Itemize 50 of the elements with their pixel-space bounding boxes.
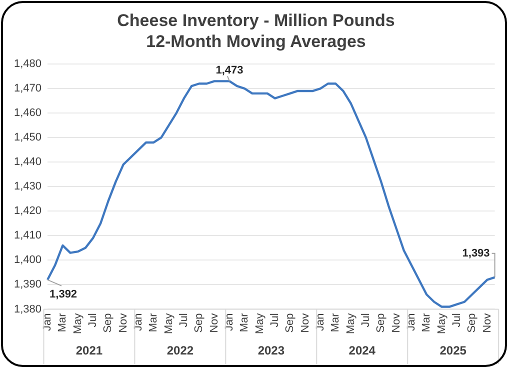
- data-label: 1,393: [462, 247, 490, 260]
- x-tick-label: Sep: [466, 313, 478, 333]
- text: 2024: [348, 343, 376, 358]
- y-tick-label: 1,400: [14, 254, 42, 266]
- x-tick-label: Jan: [132, 313, 145, 331]
- x-tick-label: Sep: [193, 313, 206, 333]
- x-tick-label: Sep: [375, 313, 388, 333]
- x-tick-label: May: [162, 312, 175, 334]
- y-tick-label: 1,430: [14, 180, 42, 193]
- x-tick-label: Jul: [268, 313, 281, 328]
- y-tick-label: 1,440: [14, 156, 42, 168]
- x-tick-label: Sep: [102, 313, 114, 333]
- y-tick-label: 1,450: [14, 132, 42, 144]
- chart-title: Cheese Inventory - Million Pounds 12-Month Moving Averages: [116, 10, 396, 52]
- x-tick-label: May: [254, 312, 266, 334]
- x-tick-label: Mar: [330, 312, 342, 332]
- y-tick-label: 1,460: [14, 107, 42, 120]
- x-tick-label: Mar: [56, 312, 69, 332]
- y-tick-label: 1,410: [14, 230, 42, 242]
- x-tick-label: Nov: [208, 312, 220, 333]
- y-tick-label: 1,470: [14, 82, 42, 95]
- text: 2025: [440, 343, 467, 358]
- x-tick-label: Sep: [284, 313, 296, 333]
- y-tick-label: 1,390: [14, 278, 42, 291]
- data-label: 1,392: [50, 288, 78, 300]
- x-tick-label: Nov: [299, 312, 312, 333]
- x-tick-label: Jul: [178, 313, 190, 328]
- x-tick-label: Mar: [238, 312, 251, 332]
- text: 2023: [258, 343, 285, 358]
- x-tick-label: Nov: [481, 312, 494, 333]
- x-tick-label: May: [72, 312, 84, 334]
- x-tick-label: Nov: [117, 312, 130, 333]
- x-tick-label: Jan: [224, 313, 236, 331]
- x-tick-label: Jan: [314, 313, 326, 331]
- x-tick-label: Jan: [42, 313, 54, 331]
- y-tick-label: 1,380: [14, 303, 42, 316]
- text: 2022: [166, 343, 194, 358]
- x-tick-label: Jul: [450, 313, 463, 328]
- x-tick-label: Mar: [148, 312, 160, 332]
- data-label: 1,473: [216, 64, 244, 77]
- text: 2021: [76, 343, 103, 358]
- y-tick-label: 1,420: [14, 205, 42, 218]
- x-tick-label: May: [344, 312, 357, 334]
- x-tick-label: Jul: [87, 313, 100, 328]
- y-tick-label: 1,480: [14, 58, 42, 70]
- x-tick-label: Nov: [390, 312, 402, 333]
- x-tick-label: Jan: [405, 313, 418, 331]
- x-tick-label: May: [436, 312, 448, 334]
- x-tick-label: Mar: [420, 312, 433, 332]
- x-tick-label: Jul: [360, 313, 372, 328]
